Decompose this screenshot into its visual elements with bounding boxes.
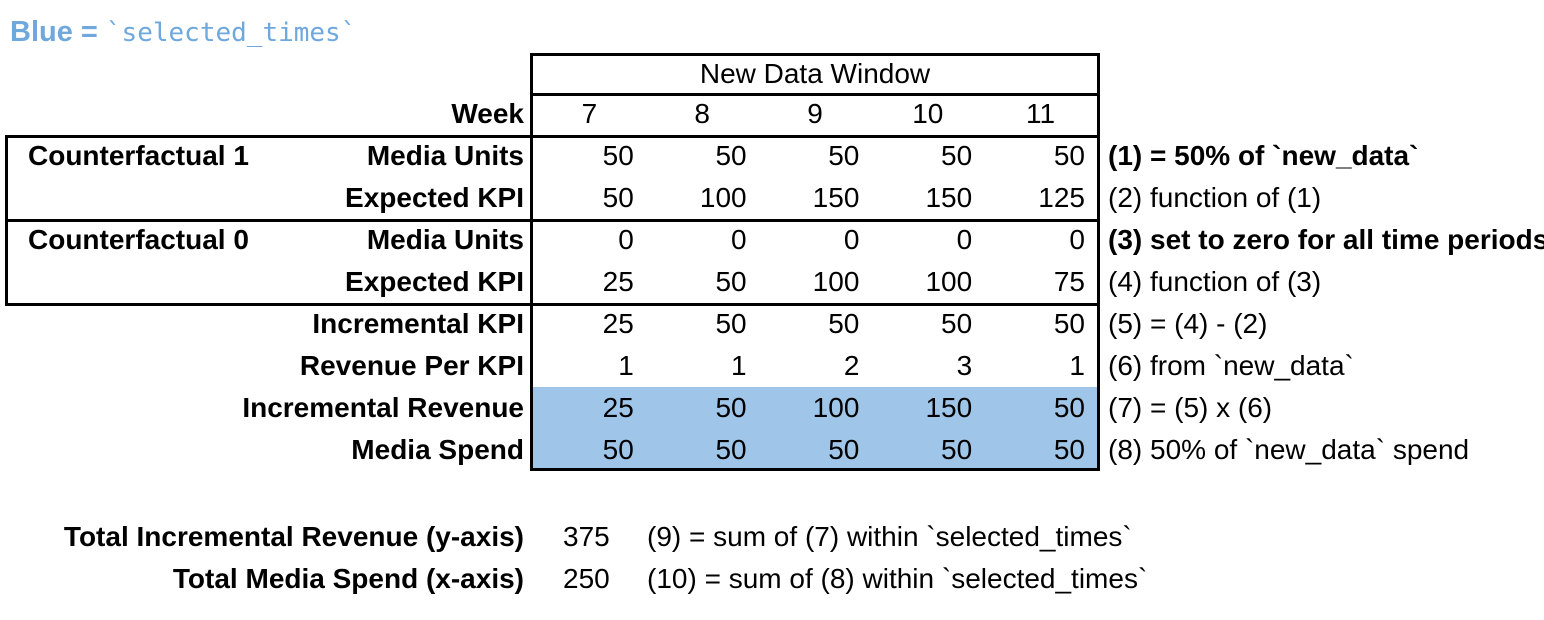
value-cell: 50 — [941, 308, 973, 339]
value-cell: 2 — [843, 350, 860, 381]
legend: Blue = `selected_times` — [10, 10, 356, 54]
group-label-counterfactual-0: Counterfactual 0 — [28, 224, 249, 255]
value-cell: 50 — [941, 140, 973, 171]
table-row: 50 100 150 150 125 — [533, 177, 1097, 219]
value-cell: 100 — [812, 392, 860, 423]
row-note: (8) 50% of `new_data` spend — [1108, 434, 1470, 465]
week-row: 7 8 9 10 11 — [533, 93, 1097, 135]
table-row: 1 1 2 3 1 — [533, 345, 1097, 387]
row-label: Media Units — [366, 224, 524, 255]
counterfactual0-bottom-line — [5, 303, 1100, 306]
header-divider-line — [530, 93, 1100, 96]
week-cell: 10 — [912, 98, 944, 129]
value-cell: 0 — [956, 224, 973, 255]
value-cell: 50 — [715, 266, 747, 297]
label-box-left-border — [5, 135, 8, 306]
row-note: (4) function of (3) — [1108, 266, 1322, 297]
row-note: (5) = (4) - (2) — [1108, 308, 1268, 339]
row-label: Revenue Per KPI — [299, 350, 524, 381]
row-note: (2) function of (1) — [1108, 182, 1322, 213]
row-note: (6) from `new_data` — [1108, 350, 1354, 381]
week-divider-line — [5, 135, 1100, 138]
value-cell: 50 — [715, 140, 747, 171]
legend-label: Blue = — [10, 16, 106, 48]
value-cell: 0 — [843, 224, 860, 255]
value-cell: 1 — [1069, 350, 1085, 381]
row-label: Incremental KPI — [312, 308, 524, 339]
row-label: Media Units — [366, 140, 524, 171]
table-row: 50 50 50 50 50 — [533, 135, 1097, 177]
row-note: (7) = (5) x (6) — [1108, 392, 1273, 423]
row-label: Incremental Revenue — [242, 392, 524, 423]
week-cell: 9 — [807, 98, 823, 129]
value-cell: 50 — [602, 182, 634, 213]
row-label: Expected KPI — [345, 182, 524, 213]
week-cell: 8 — [694, 98, 710, 129]
value-cell: 150 — [925, 182, 973, 213]
value-cell: 0 — [618, 224, 634, 255]
value-cell: 100 — [925, 266, 973, 297]
value-cell: 75 — [1053, 266, 1085, 297]
total-media-spend-label: Total Media Spend (x-axis) — [172, 563, 524, 594]
row-label: Expected KPI — [345, 266, 524, 297]
total-incremental-revenue-note: (9) = sum of (7) within `selected_times` — [647, 521, 1132, 552]
value-cell: 0 — [1069, 224, 1085, 255]
total-incremental-revenue-value: 375 — [563, 521, 610, 552]
value-cell: 50 — [941, 434, 973, 465]
value-cell: 50 — [715, 308, 747, 339]
table-row: 25 50 100 100 75 — [533, 261, 1097, 303]
value-cell: 50 — [1053, 434, 1085, 465]
value-cell: 0 — [731, 224, 747, 255]
counterfactual-divider-line — [5, 219, 1100, 222]
selected-times-code: `selected_times` — [105, 18, 357, 48]
value-cell: 25 — [602, 308, 634, 339]
week-cell: 7 — [581, 98, 598, 129]
data-window-box — [530, 53, 1100, 471]
value-cell: 50 — [1053, 140, 1085, 171]
value-cell: 150 — [812, 182, 860, 213]
value-cell: 100 — [699, 182, 747, 213]
value-cell: 1 — [731, 350, 747, 381]
value-cell: 50 — [602, 434, 634, 465]
week-cell: 11 — [1026, 98, 1056, 129]
value-cell: 50 — [1053, 392, 1085, 423]
selected-times-highlight — [533, 387, 1097, 468]
value-cell: 50 — [715, 392, 747, 423]
table-row: 0 0 0 0 0 — [533, 219, 1097, 261]
row-note: (3) set to zero for all time periods — [1108, 224, 1544, 255]
table-row: 25 50 50 50 50 — [533, 303, 1097, 345]
value-cell: 50 — [828, 308, 860, 339]
group-label-counterfactual-1: Counterfactual 1 — [28, 140, 249, 171]
value-cell: 100 — [812, 266, 860, 297]
row-note: (1) = 50% of `new_data` — [1108, 140, 1419, 171]
table-row-highlighted: 25 50 100 150 50 — [533, 387, 1097, 429]
value-cell: 50 — [828, 434, 860, 465]
total-media-spend-value: 250 — [563, 563, 610, 594]
value-cell: 150 — [925, 392, 973, 423]
value-cell: 25 — [602, 392, 634, 423]
new-data-window-header: New Data Window — [699, 58, 931, 89]
value-cell: 50 — [602, 140, 634, 171]
value-cell: 125 — [1038, 182, 1085, 213]
value-cell: 25 — [602, 266, 634, 297]
value-cell: 50 — [828, 140, 860, 171]
total-incremental-revenue-label: Total Incremental Revenue (y-axis) — [63, 521, 524, 552]
value-cell: 3 — [956, 350, 973, 381]
week-label: Week — [451, 98, 524, 129]
row-label: Media Spend — [351, 434, 524, 465]
total-media-spend-note: (10) = sum of (8) within `selected_times… — [647, 563, 1148, 594]
value-cell: 1 — [618, 350, 634, 381]
table-row-highlighted: 50 50 50 50 50 — [533, 429, 1097, 471]
value-cell: 50 — [715, 434, 747, 465]
value-cell: 50 — [1053, 308, 1085, 339]
